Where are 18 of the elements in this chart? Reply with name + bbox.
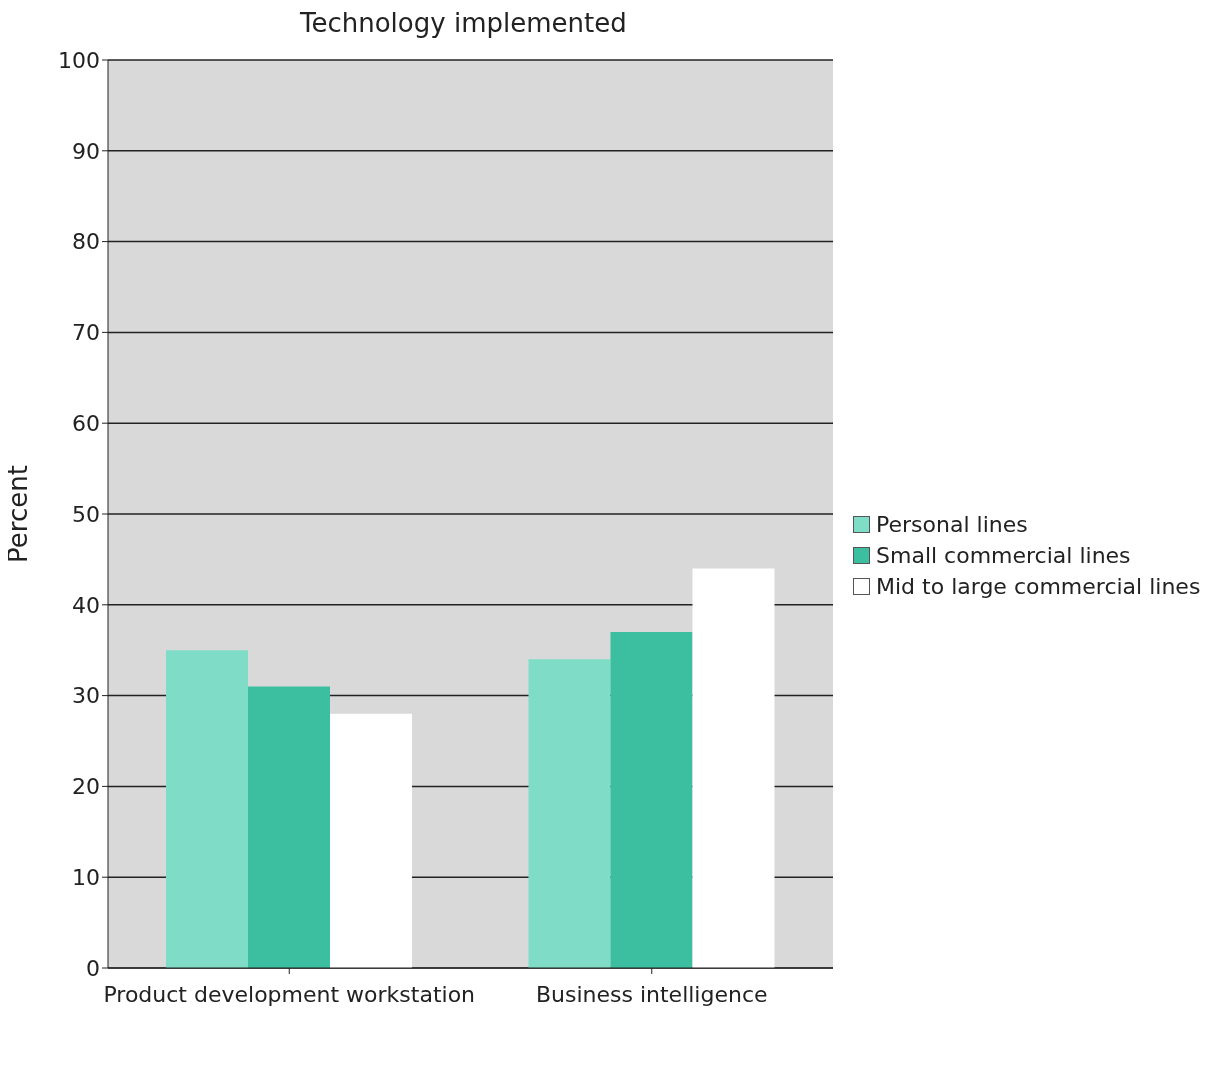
y-tick-label: 0 xyxy=(86,955,100,981)
y-tick-label: 10 xyxy=(72,865,100,891)
y-tick-label: 60 xyxy=(72,411,100,437)
legend-label: Small commercial lines xyxy=(876,542,1131,568)
y-tick-label: 40 xyxy=(72,592,100,618)
x-tick-label: Product development workstation xyxy=(103,981,476,1007)
x-tick-label: Business intelligence xyxy=(535,981,768,1007)
y-tick-label: 100 xyxy=(58,47,100,73)
chart-title: Technology implemented xyxy=(299,8,628,40)
y-tick-label: 90 xyxy=(72,138,100,164)
legend-label: Mid to large commercial lines xyxy=(876,573,1201,599)
y-tick-label: 80 xyxy=(72,229,100,255)
y-tick-label: 70 xyxy=(72,320,100,346)
y-tick-label: 50 xyxy=(72,501,100,527)
legend-label: Personal lines xyxy=(876,511,1028,537)
y-tick-label: 20 xyxy=(72,774,100,800)
y-tick-label: 30 xyxy=(72,683,100,709)
y-axis-title: Percent xyxy=(3,465,34,563)
